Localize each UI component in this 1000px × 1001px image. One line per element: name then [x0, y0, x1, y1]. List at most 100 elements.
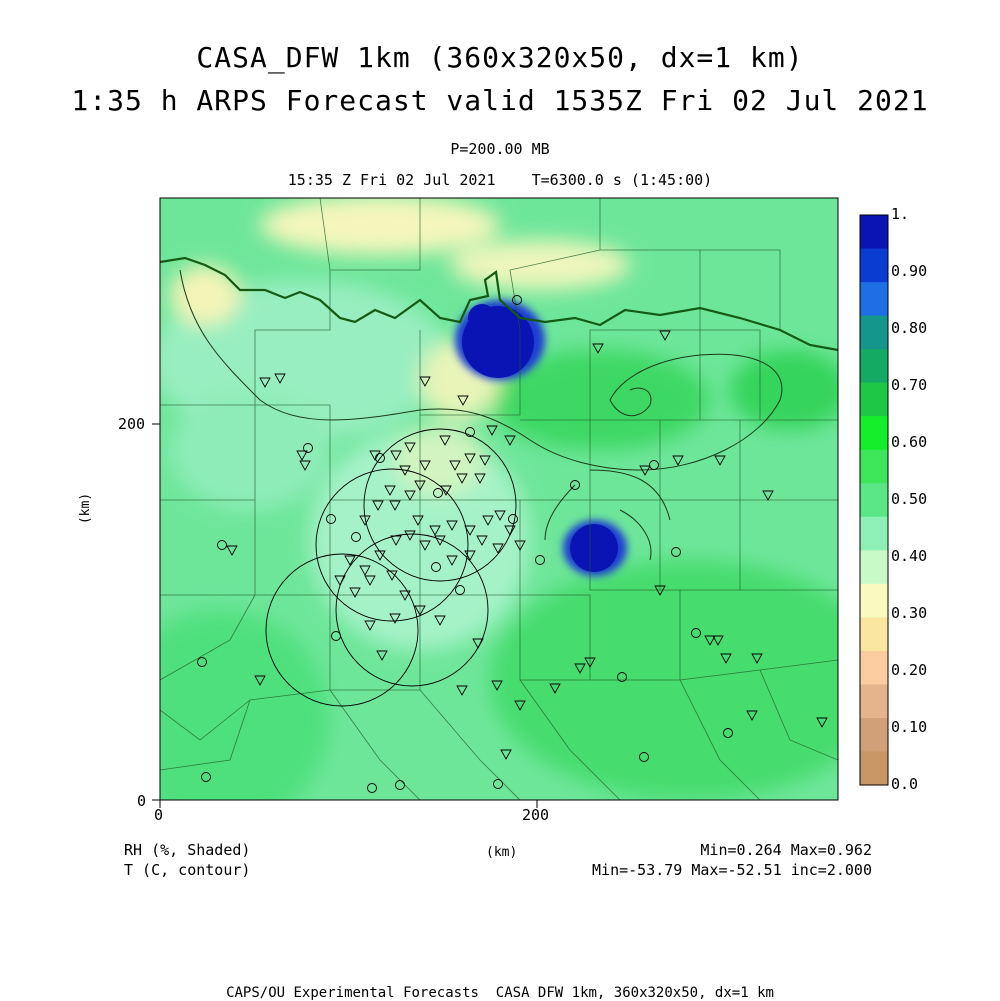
colorbar-swatch [860, 449, 888, 484]
state-border [160, 256, 838, 352]
x-tick-0: 0 [154, 806, 164, 824]
station-triangle-marker [751, 653, 763, 664]
station-circle-marker [303, 443, 313, 453]
station-circle-marker [570, 480, 580, 490]
station-markers [197, 295, 828, 793]
colorbar-swatch [860, 650, 888, 685]
station-triangle-marker [449, 460, 461, 471]
station-circle-marker [723, 728, 733, 738]
y-tick-200: 200 [118, 415, 146, 433]
station-circle-marker [649, 460, 659, 470]
colorbar-swatch [860, 416, 888, 451]
colorbar-swatch [860, 717, 888, 752]
station-triangle-marker [334, 575, 346, 586]
colorbar-label: 0.20 [891, 661, 928, 679]
station-triangle-marker [504, 525, 516, 536]
station-triangle-marker [389, 613, 401, 624]
station-triangle-marker [412, 515, 424, 526]
colorbar-label: 0.70 [891, 376, 928, 394]
station-triangle-marker [429, 525, 441, 536]
station-triangle-marker [299, 460, 311, 471]
station-circle-marker [512, 295, 522, 305]
station-circle-marker [617, 672, 627, 682]
station-circle-marker [351, 532, 361, 542]
station-triangle-marker [374, 550, 386, 561]
station-triangle-marker [344, 555, 356, 566]
station-triangle-marker [359, 565, 371, 576]
station-triangle-marker [654, 585, 666, 596]
shade-stats: Min=0.264 Max=0.962 [700, 841, 872, 859]
station-triangle-marker [390, 450, 402, 461]
station-triangle-marker [384, 485, 396, 496]
station-triangle-marker [376, 650, 388, 661]
colorbar-swatch [860, 751, 888, 786]
station-circle-marker [375, 453, 385, 463]
colorbar-label: 0.50 [891, 490, 928, 508]
station-circle-marker [535, 555, 545, 565]
station-circle-marker [217, 540, 227, 550]
station-circle-marker [455, 585, 465, 595]
colorbar-swatch [860, 282, 888, 317]
station-triangle-marker [456, 473, 468, 484]
contour-field-label: T (C, contour) [124, 861, 251, 879]
station-circle-marker [331, 631, 341, 641]
station-triangle-marker [746, 710, 758, 721]
station-circle-marker [201, 772, 211, 782]
temperature-contours [179, 269, 783, 561]
y-axis-label: (km) [78, 492, 94, 525]
station-circle-marker [493, 779, 503, 789]
map-frame [159, 197, 839, 801]
station-triangle-marker [659, 330, 671, 341]
station-triangle-marker [434, 615, 446, 626]
footer-credit: CAPS/OU Experimental Forecasts CASA DFW … [226, 985, 774, 1001]
station-triangle-marker [419, 540, 431, 551]
colorbar-swatch [860, 382, 888, 417]
station-triangle-marker [390, 535, 402, 546]
station-triangle-marker [476, 535, 488, 546]
colorbar-swatch [860, 248, 888, 283]
colorbar-swatch [860, 516, 888, 551]
station-triangle-marker [364, 620, 376, 631]
colorbar-swatch [860, 550, 888, 585]
station-triangle-marker [457, 395, 469, 406]
colorbar-swatch [860, 349, 888, 384]
station-triangle-marker [639, 465, 651, 476]
station-triangle-marker [404, 530, 416, 541]
colorbar-swatch [860, 583, 888, 618]
station-triangle-marker [414, 480, 426, 491]
station-triangle-marker [504, 435, 516, 446]
station-triangle-marker [364, 575, 376, 586]
station-triangle-marker [386, 570, 398, 581]
station-triangle-marker [816, 717, 828, 728]
station-triangle-marker [574, 663, 586, 674]
station-triangle-marker [472, 638, 484, 649]
station-triangle-marker [494, 510, 506, 521]
station-triangle-marker [414, 605, 426, 616]
station-circle-marker [197, 657, 207, 667]
station-triangle-marker [514, 540, 526, 551]
station-circle-marker [433, 488, 443, 498]
y-tick-0: 0 [137, 792, 147, 810]
station-triangle-marker [486, 425, 498, 436]
colorbar [859, 214, 889, 786]
station-triangle-marker [349, 587, 361, 598]
station-triangle-marker [359, 515, 371, 526]
colorbar-label: 0.90 [891, 262, 928, 280]
title-line-2: 1:35 h ARPS Forecast valid 1535Z Fri 02 … [71, 84, 929, 117]
radar-range-rings [265, 428, 517, 707]
x-tick-200: 200 [522, 806, 550, 824]
axis-ticks [152, 423, 538, 808]
station-triangle-marker [389, 500, 401, 511]
station-triangle-marker [704, 635, 716, 646]
colorbar-swatch [860, 315, 888, 350]
colorbar-swatch [860, 483, 888, 518]
station-triangle-marker [584, 657, 596, 668]
station-triangle-marker [500, 749, 512, 760]
station-triangle-marker [254, 675, 266, 686]
station-circle-marker [395, 780, 405, 790]
colorbar-label: 1. [891, 205, 910, 223]
colorbar-label: 0.0 [891, 775, 919, 793]
colorbar-label: 0.80 [891, 319, 928, 337]
colorbar-label: 0.30 [891, 604, 928, 622]
colorbar-swatch [860, 617, 888, 652]
